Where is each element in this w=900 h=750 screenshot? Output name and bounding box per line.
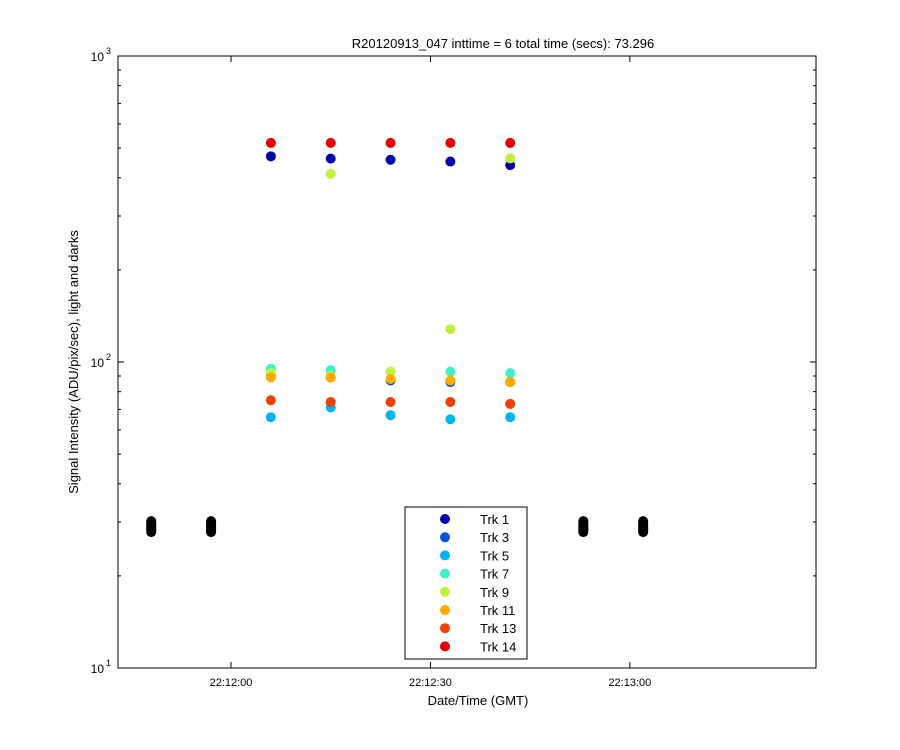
legend-marker — [440, 550, 450, 561]
y-tick-exponent: 3 — [106, 46, 111, 56]
y-tick-label: 10 — [91, 50, 105, 64]
legend-marker — [440, 568, 450, 579]
data-marks — [146, 137, 649, 538]
data-point — [445, 375, 456, 386]
x-tick-label: 22:12:00 — [210, 677, 253, 689]
data-point — [385, 366, 396, 377]
data-point — [445, 397, 456, 408]
x-axis-label: Date/Time (GMT) — [428, 693, 529, 708]
legend-label: Trk 5 — [480, 548, 509, 563]
data-point — [265, 372, 276, 383]
data-point — [385, 397, 396, 408]
data-point — [445, 137, 456, 148]
y-tick-label: 10 — [91, 356, 105, 370]
data-point — [445, 324, 456, 335]
data-point — [505, 398, 516, 409]
legend-label: Trk 14 — [480, 639, 516, 654]
data-point — [445, 156, 456, 167]
x-tick-label: 22:12:30 — [409, 677, 452, 689]
legend-marker — [440, 623, 450, 634]
data-point — [325, 168, 336, 179]
legend-box — [404, 506, 528, 660]
data-point — [325, 397, 336, 408]
data-point — [505, 137, 516, 148]
y-tick-label: 10 — [91, 662, 105, 676]
data-point — [385, 154, 396, 165]
data-point — [325, 137, 336, 148]
data-point — [445, 366, 456, 377]
data-point — [385, 137, 396, 148]
legend-marker — [440, 532, 450, 543]
legend: Trk 1 Trk 3 Trk 5 Trk 7 Trk 9 Trk 11 Trk 13 Trk… — [404, 506, 528, 660]
legend-label: Trk 1 — [480, 512, 509, 527]
legend-label: Trk 9 — [480, 585, 509, 600]
legend-label: Trk 3 — [480, 530, 509, 545]
data-point — [385, 373, 396, 384]
data-point — [505, 377, 516, 388]
x-tick-label: 22:13:00 — [608, 677, 651, 689]
legend-label: Trk 7 — [480, 567, 509, 582]
y-axis-label: Signal Intensity (ADU/pix/sec), light an… — [66, 230, 81, 494]
legend-label: Trk 13 — [480, 621, 516, 636]
data-point — [385, 410, 396, 421]
y-tick-exponent: 1 — [106, 658, 111, 668]
data-point — [445, 414, 456, 425]
data-point — [265, 395, 276, 406]
data-point — [505, 412, 516, 423]
data-point — [505, 153, 516, 164]
chart-title: R20120913_047 inttime = 6 total time (se… — [352, 36, 654, 51]
legend-marker — [440, 605, 450, 615]
legend-marker — [440, 641, 450, 652]
legend-marker — [440, 514, 450, 524]
legend-marker — [440, 586, 450, 597]
data-point — [325, 153, 336, 164]
data-point — [265, 137, 276, 148]
y-tick-exponent: 2 — [106, 352, 111, 362]
data-point — [505, 368, 516, 379]
legend-label: Trk 11 — [480, 603, 515, 618]
data-point — [265, 412, 276, 423]
data-point — [265, 151, 276, 162]
data-point — [325, 372, 336, 383]
